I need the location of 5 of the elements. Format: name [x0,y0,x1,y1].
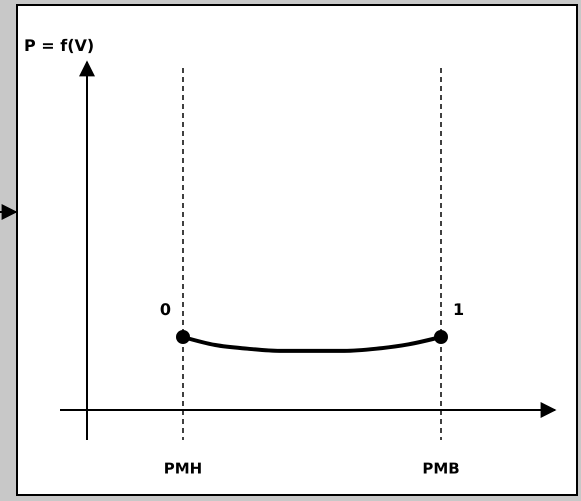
annotation: 0 [160,300,171,319]
annotation: 1 [453,300,464,319]
x-tick-label: PMH [164,460,202,478]
text: P = f(V) [24,36,94,55]
x-tick-label: PMB [422,460,460,478]
